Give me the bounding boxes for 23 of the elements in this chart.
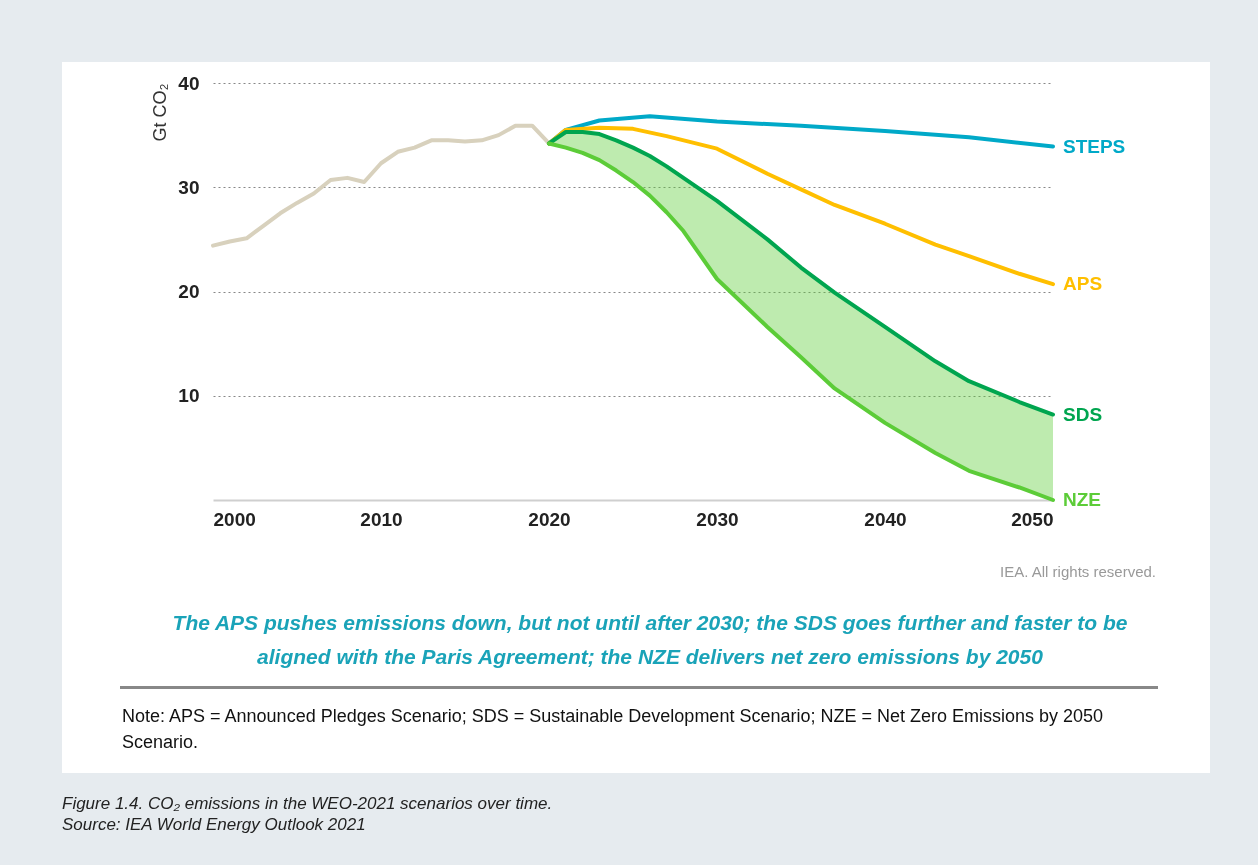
y-tick-label: 10 bbox=[178, 385, 200, 407]
x-tick-label: 2040 bbox=[864, 508, 907, 530]
line-series bbox=[211, 123, 551, 248]
line-series bbox=[547, 130, 1055, 417]
text: Note: APS = Announced Pledges Scenario; SDS = Sustainable Development Scenario; NZE = Net Zero Emissions by 2050 Scenario. bbox=[122, 705, 1105, 754]
y-axis-title: Gt CO₂ bbox=[150, 83, 171, 142]
series-label: APS bbox=[1063, 273, 1103, 295]
y-tick-label: 40 bbox=[178, 72, 200, 94]
y-tick-label: 30 bbox=[178, 176, 200, 198]
series-label: STEPS bbox=[1063, 135, 1126, 157]
text: The APS pushes emissions down, but not until after 2030; the SDS goes further and faster to be aligned with the Paris Agreement; the NZE delivers net zero emissions by 2050 bbox=[171, 610, 1129, 670]
x-tick-label: 2050 bbox=[1011, 508, 1054, 530]
x-tick-label: 2010 bbox=[360, 508, 403, 530]
x-tick-label: 2030 bbox=[696, 508, 739, 530]
x-tick-label: 2020 bbox=[528, 508, 571, 530]
series-label: SDS bbox=[1063, 403, 1103, 425]
caption: Figure 1.4. CO₂ emissions in the WEO-2021 scenarios over time. bbox=[62, 793, 553, 814]
line-series bbox=[547, 125, 1055, 287]
source-note: Source: IEA World Energy Outlook 2021 bbox=[62, 814, 366, 835]
x-tick-label: 2000 bbox=[213, 508, 256, 530]
series-label: NZE bbox=[1063, 489, 1101, 510]
y-tick-label: 20 bbox=[178, 281, 200, 302]
text: IEA. All rights reserved. bbox=[1000, 563, 1156, 580]
